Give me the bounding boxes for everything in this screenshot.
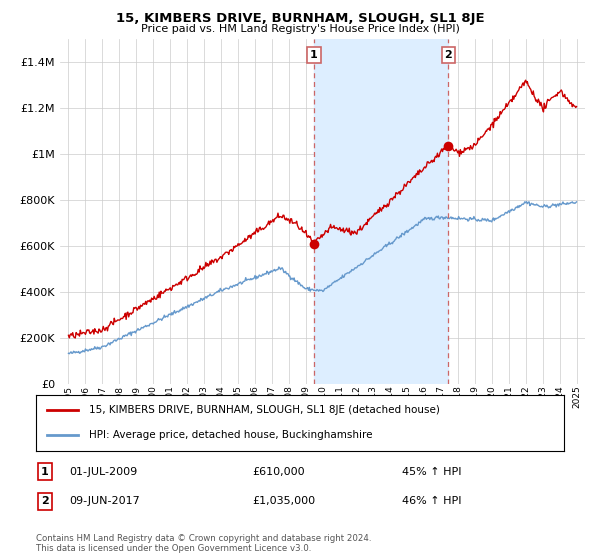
Text: 15, KIMBERS DRIVE, BURNHAM, SLOUGH, SL1 8JE: 15, KIMBERS DRIVE, BURNHAM, SLOUGH, SL1 … — [116, 12, 484, 25]
Bar — [314, 39, 448, 384]
Text: 09-JUN-2017: 09-JUN-2017 — [69, 496, 140, 506]
Text: 15, KIMBERS DRIVE, BURNHAM, SLOUGH, SL1 8JE (detached house): 15, KIMBERS DRIVE, BURNHAM, SLOUGH, SL1 … — [89, 405, 440, 416]
Text: 01-JUL-2009: 01-JUL-2009 — [69, 466, 137, 477]
Text: 2: 2 — [445, 50, 452, 60]
Text: £1,035,000: £1,035,000 — [252, 496, 315, 506]
Text: 1: 1 — [41, 466, 49, 477]
Text: 2: 2 — [41, 496, 49, 506]
Text: £610,000: £610,000 — [252, 466, 305, 477]
Text: 46% ↑ HPI: 46% ↑ HPI — [402, 496, 461, 506]
Text: Contains HM Land Registry data © Crown copyright and database right 2024.
This d: Contains HM Land Registry data © Crown c… — [36, 534, 371, 553]
Text: 45% ↑ HPI: 45% ↑ HPI — [402, 466, 461, 477]
Text: 1: 1 — [310, 50, 318, 60]
Text: Price paid vs. HM Land Registry's House Price Index (HPI): Price paid vs. HM Land Registry's House … — [140, 24, 460, 34]
Text: HPI: Average price, detached house, Buckinghamshire: HPI: Average price, detached house, Buck… — [89, 430, 372, 440]
